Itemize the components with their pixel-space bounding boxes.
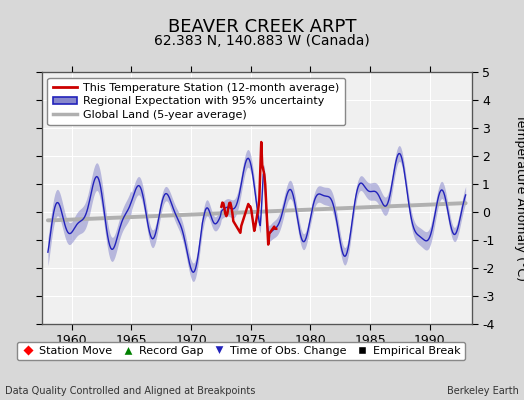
Legend: This Temperature Station (12-month average), Regional Expectation with 95% uncer: This Temperature Station (12-month avera… [48, 78, 345, 125]
Text: Berkeley Earth: Berkeley Earth [447, 386, 519, 396]
Y-axis label: Temperature Anomaly (°C): Temperature Anomaly (°C) [514, 114, 524, 282]
Legend: Station Move, Record Gap, Time of Obs. Change, Empirical Break: Station Move, Record Gap, Time of Obs. C… [17, 342, 465, 360]
Text: BEAVER CREEK ARPT: BEAVER CREEK ARPT [168, 18, 356, 36]
Text: 62.383 N, 140.883 W (Canada): 62.383 N, 140.883 W (Canada) [154, 34, 370, 48]
Text: Data Quality Controlled and Aligned at Breakpoints: Data Quality Controlled and Aligned at B… [5, 386, 256, 396]
